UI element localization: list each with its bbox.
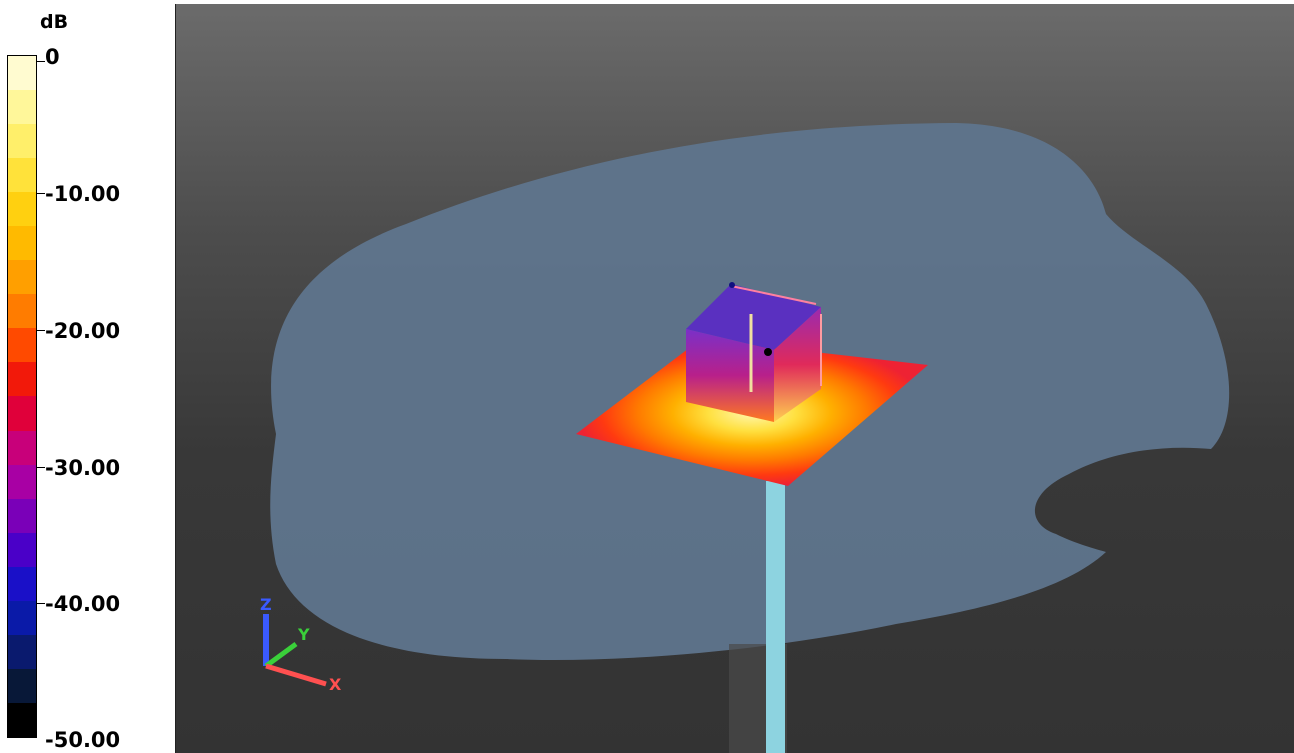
3d-viewport[interactable]: Z Y X <box>175 4 1294 753</box>
colorbar-segment <box>8 668 36 703</box>
colorbar-segment <box>8 260 36 295</box>
colorbar-legend: dB 0 -10.00 -20.00 -30.00 -40.00 -50.00 <box>0 0 175 753</box>
colorbar-segment <box>8 328 36 363</box>
colorbar-segment <box>8 464 36 499</box>
colorbar-segment <box>8 498 36 533</box>
colorbar-segment <box>8 362 36 397</box>
colorbar-label-0: 0 <box>45 45 60 69</box>
colorbar-segment <box>8 430 36 465</box>
colorbar-segment <box>8 396 36 431</box>
axis-y-label: Y <box>297 625 310 644</box>
colorbar-tick <box>37 603 45 604</box>
colorbar-tick <box>37 330 45 331</box>
colorbar-segment <box>8 532 36 567</box>
colorbar-segment <box>8 226 36 261</box>
orientation-axes: Z Y X <box>260 595 342 694</box>
colorbar-segment <box>8 634 36 669</box>
feed-post <box>766 481 785 753</box>
colorbar-segment <box>8 124 36 159</box>
axis-z-label: Z <box>260 595 272 614</box>
colorbar-segment <box>8 702 36 737</box>
colorbar-segment <box>8 600 36 635</box>
antenna-box <box>686 282 822 422</box>
colorbar-segment <box>8 294 36 329</box>
colorbar-tick <box>37 193 45 194</box>
colorbar-label-40: -40.00 <box>45 592 121 616</box>
colorbar-segment <box>8 566 36 601</box>
colorbar-label-50: -50.00 <box>45 728 121 752</box>
colorbar-tick <box>37 467 45 468</box>
colorbar-segment <box>8 90 36 125</box>
colorbar-gradient <box>7 55 37 738</box>
colorbar-segment <box>8 158 36 193</box>
axis-x-label: X <box>329 675 342 694</box>
scene-canvas: Z Y X <box>260 123 1230 753</box>
colorbar-label-30: -30.00 <box>45 456 121 480</box>
colorbar-segment <box>8 56 36 91</box>
colorbar-tick <box>37 61 45 62</box>
colorbar-label-20: -20.00 <box>45 319 121 343</box>
colorbar-unit-label: dB <box>40 11 69 33</box>
colorbar-label-10: -10.00 <box>45 182 121 206</box>
colorbar-segment <box>8 192 36 227</box>
